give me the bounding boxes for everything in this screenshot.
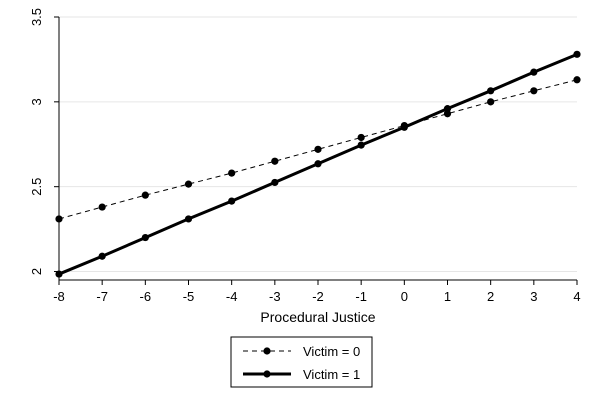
data-point xyxy=(357,133,365,142)
data-point xyxy=(314,160,322,168)
data-point xyxy=(271,178,279,187)
data-point xyxy=(400,123,408,131)
x-tick-label: -7 xyxy=(96,289,108,304)
data-point xyxy=(141,191,149,199)
data-point xyxy=(141,233,149,242)
legend-box xyxy=(230,336,373,388)
legend-label-2: Victim = 1 xyxy=(303,367,360,382)
x-tick-label: -4 xyxy=(226,289,238,304)
data-point xyxy=(573,76,581,84)
data-point xyxy=(357,141,365,149)
data-point xyxy=(271,157,279,165)
data-point xyxy=(573,50,581,58)
x-tick-label: -8 xyxy=(53,289,65,304)
y-tick-label: 2 xyxy=(29,268,44,275)
data-point xyxy=(55,215,63,223)
legend-marker xyxy=(263,347,271,355)
data-point xyxy=(530,68,538,76)
x-tick-label: -1 xyxy=(355,289,367,304)
axes: 2 2.5 3 3.5 -8 -7 -6 -5 -4 -3 -2 -1 0 1 2 3 4 Procedural … xyxy=(29,8,581,325)
x-axis-title: Procedural Justice xyxy=(260,309,375,325)
data-point xyxy=(530,87,538,95)
y-tick-label: 3 xyxy=(29,98,44,105)
x-tick-label: -6 xyxy=(140,289,152,304)
data-point xyxy=(443,110,452,118)
data-point xyxy=(314,145,322,153)
data-point xyxy=(228,197,236,205)
x-tick-label: -5 xyxy=(183,289,195,304)
data-point xyxy=(487,87,495,95)
data-point xyxy=(98,203,106,211)
x-tick-label: 1 xyxy=(444,289,451,304)
x-tick-label: 3 xyxy=(530,289,537,304)
grid-lines xyxy=(59,16,577,273)
y-tick-label: 2.5 xyxy=(29,178,44,196)
data-point xyxy=(55,270,63,278)
legend-label-1: Victim = 0 xyxy=(303,344,360,359)
x-tick-label: -3 xyxy=(269,289,281,304)
x-tick-label: 2 xyxy=(487,289,494,304)
data-point xyxy=(443,105,452,113)
legend-marker xyxy=(263,370,271,378)
x-tick-label: 4 xyxy=(573,289,580,304)
data-point xyxy=(184,180,193,188)
data-point xyxy=(184,215,193,223)
y-tick-label: 3.5 xyxy=(29,8,44,26)
series-lines xyxy=(55,50,581,278)
legend: Victim = 0 Victim = 1 xyxy=(230,336,373,388)
x-tick-label: -2 xyxy=(312,289,324,304)
data-point xyxy=(487,98,495,106)
x-tick-label: 0 xyxy=(401,289,408,304)
data-point xyxy=(98,252,106,260)
data-point xyxy=(228,169,236,177)
